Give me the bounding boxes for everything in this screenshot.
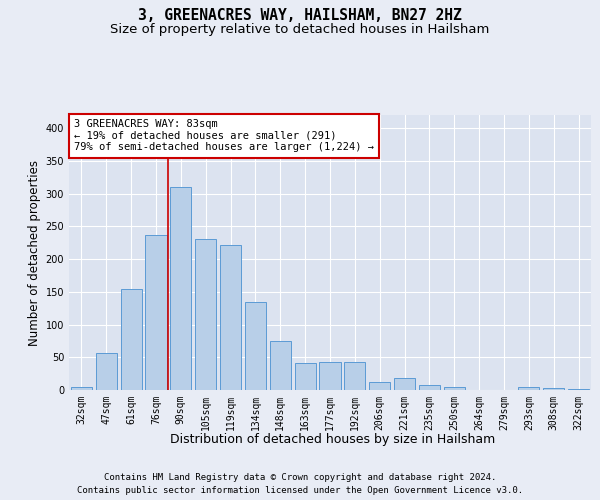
Text: Distribution of detached houses by size in Hailsham: Distribution of detached houses by size …: [170, 432, 496, 446]
Bar: [270, 341, 291, 390]
Bar: [295, 362, 316, 390]
Text: Size of property relative to detached houses in Hailsham: Size of property relative to detached ho…: [110, 22, 490, 36]
Bar: [419, 386, 440, 390]
Text: 3 GREENACRES WAY: 83sqm
← 19% of detached houses are smaller (291)
79% of semi-d: 3 GREENACRES WAY: 83sqm ← 19% of detache…: [74, 119, 374, 152]
Text: 3, GREENACRES WAY, HAILSHAM, BN27 2HZ: 3, GREENACRES WAY, HAILSHAM, BN27 2HZ: [138, 8, 462, 22]
Bar: [543, 388, 564, 390]
Bar: [394, 378, 415, 390]
Bar: [170, 187, 191, 390]
Bar: [121, 288, 142, 390]
Bar: [195, 240, 216, 390]
Bar: [518, 388, 539, 390]
Y-axis label: Number of detached properties: Number of detached properties: [28, 160, 41, 346]
Bar: [220, 244, 241, 390]
Bar: [369, 382, 390, 390]
Bar: [568, 388, 589, 390]
Bar: [145, 235, 167, 390]
Bar: [319, 362, 341, 390]
Text: Contains HM Land Registry data © Crown copyright and database right 2024.: Contains HM Land Registry data © Crown c…: [104, 472, 496, 482]
Bar: [71, 388, 92, 390]
Bar: [344, 362, 365, 390]
Bar: [444, 388, 465, 390]
Bar: [245, 302, 266, 390]
Text: Contains public sector information licensed under the Open Government Licence v3: Contains public sector information licen…: [77, 486, 523, 495]
Bar: [96, 352, 117, 390]
